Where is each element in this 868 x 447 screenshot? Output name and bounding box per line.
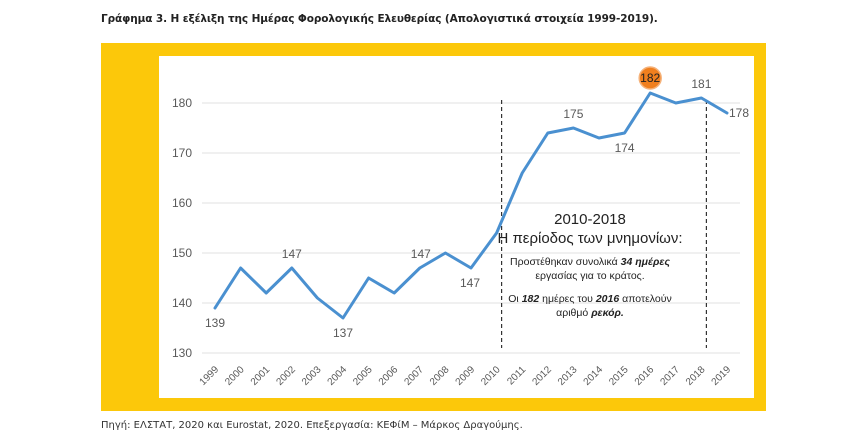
memorandum-annotation: 2010-2018 Η περίοδος των μνημονίων: Προσ…	[490, 210, 690, 320]
x-tick-label: 2003	[300, 364, 324, 388]
x-tick-label: 2008	[428, 364, 452, 388]
chart-title: Γράφημα 3. Η εξέλιξη της Ημέρας Φορολογι…	[101, 13, 658, 25]
x-tick-label: 2015	[607, 364, 631, 388]
annotation-text: εργασίας για το κράτος.	[535, 270, 645, 282]
reference-lines	[501, 100, 708, 348]
annotation-emphasis: 34 ημέρες	[620, 256, 670, 268]
x-tick-label: 2006	[377, 364, 401, 388]
data-labels: 139 147 137 147 147 175 174 182 181 178	[205, 66, 749, 340]
annotation-text: αριθμό	[556, 307, 592, 319]
annotation-period: 2010-2018	[554, 211, 626, 228]
x-tick-label: 2014	[582, 364, 606, 388]
data-label: 137	[333, 326, 353, 340]
x-tick-label: 2007	[402, 364, 426, 388]
data-label: 181	[691, 77, 711, 91]
annotation-paragraph-1: Προστέθηκαν συνολικά 34 ημέρες εργασίας …	[490, 255, 690, 283]
annotation-emphasis: 2016	[595, 293, 620, 305]
annotation-subtitle: Η περίοδος των μνημονίων:	[497, 230, 683, 247]
x-tick-label: 2000	[223, 364, 247, 388]
y-tick-label: 140	[172, 296, 192, 310]
y-tick-label: 170	[172, 146, 192, 160]
data-label: 139	[205, 316, 225, 330]
data-label: 174	[615, 141, 635, 155]
annotation-text: ημέρες του	[539, 293, 596, 305]
annotation-text: αποτελούν	[619, 293, 672, 305]
gridlines	[202, 102, 740, 354]
source-note: Πηγή: ΕΛΣΤΑΤ, 2020 και Eurostat, 2020. Ε…	[101, 420, 523, 431]
annotation-text: Οι	[508, 293, 522, 305]
annotation-text: Προστέθηκαν συνολικά	[510, 256, 621, 268]
x-tick-label: 2018	[684, 364, 708, 388]
y-tick-label: 180	[172, 96, 192, 110]
x-tick-label: 2013	[556, 364, 580, 388]
data-label: 147	[282, 247, 302, 261]
highlight-marker	[638, 66, 662, 90]
x-tick-label: 2005	[351, 364, 375, 388]
x-tick-label: 1999	[198, 364, 222, 388]
annotation-paragraph-2: Οι 182 ημέρες του 2016 αποτελούν αριθμό …	[490, 292, 690, 320]
x-axis-ticks: 1999 2000 2001 2002 2003 2004 2005 2006 2007 2008…	[198, 364, 734, 388]
annotation-emphasis: 182	[521, 293, 540, 305]
data-label: 147	[411, 247, 431, 261]
y-tick-label: 150	[172, 246, 192, 260]
data-label: 182	[640, 71, 660, 85]
x-tick-label: 2016	[633, 364, 657, 388]
x-tick-label: 2002	[274, 364, 298, 388]
plot-panel	[159, 56, 754, 398]
x-tick-label: 2012	[530, 364, 554, 388]
data-label: 175	[563, 107, 583, 121]
y-tick-label: 130	[172, 346, 192, 360]
x-tick-label: 2004	[326, 364, 350, 388]
data-label: 147	[460, 276, 480, 290]
x-tick-label: 2010	[479, 364, 503, 388]
x-tick-label: 2001	[249, 364, 273, 388]
series-line	[213, 91, 729, 320]
x-tick-label: 2011	[505, 364, 528, 387]
data-label: 178	[729, 106, 749, 120]
x-tick-label: 2019	[710, 364, 734, 388]
x-tick-label: 2017	[658, 364, 682, 388]
y-tick-label: 160	[172, 196, 192, 210]
x-tick-label: 2009	[454, 364, 478, 388]
annotation-emphasis: ρεκόρ.	[591, 307, 624, 319]
y-axis-ticks: 130 140 150 160 170 180	[172, 96, 192, 360]
